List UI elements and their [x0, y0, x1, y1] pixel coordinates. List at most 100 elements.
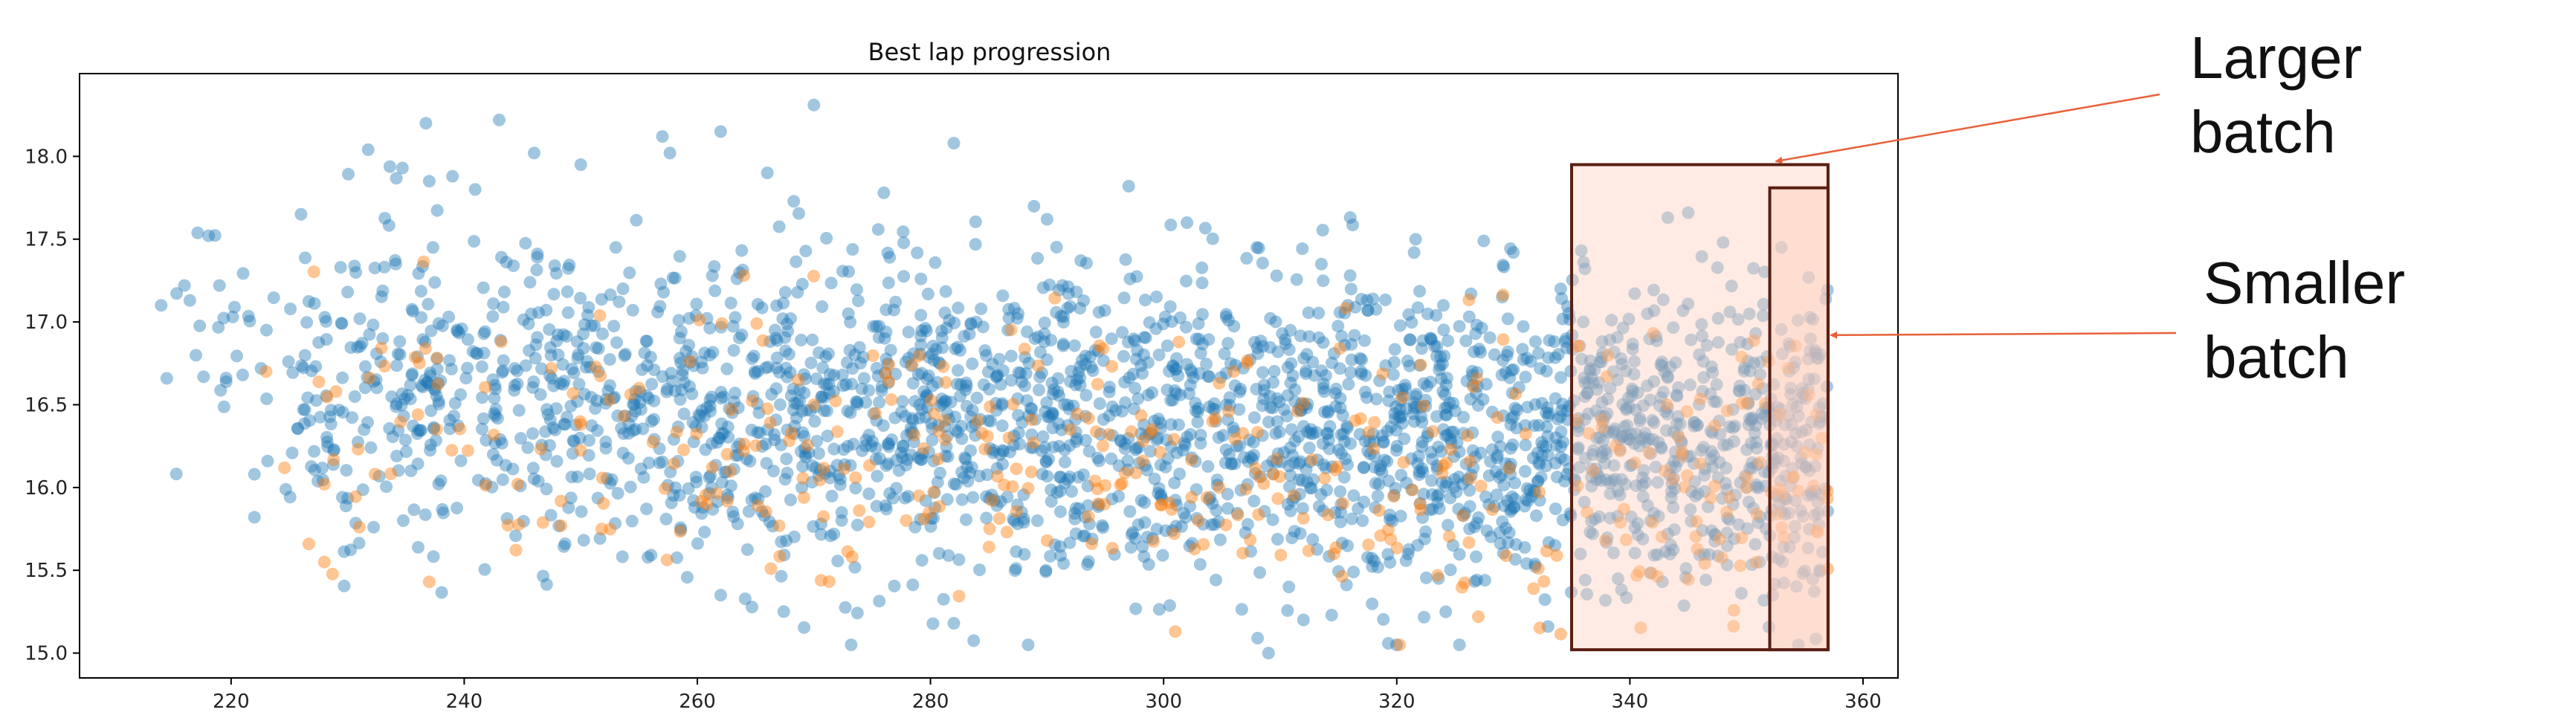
- point-orange: [1644, 566, 1658, 580]
- point-orange: [1000, 526, 1013, 539]
- point-blue: [1679, 562, 1693, 575]
- point-orange: [1571, 479, 1584, 493]
- series-blue-points: [155, 98, 1834, 660]
- point-blue: [668, 384, 682, 398]
- point-blue: [1154, 416, 1167, 430]
- point-blue: [634, 462, 648, 476]
- point-blue: [936, 397, 949, 410]
- point-blue: [1223, 447, 1236, 461]
- point-blue: [1816, 546, 1829, 559]
- point-blue: [809, 400, 822, 413]
- point-blue: [227, 300, 241, 314]
- point-orange: [384, 467, 398, 480]
- point-blue: [540, 303, 553, 317]
- point-blue: [1317, 385, 1331, 398]
- point-blue: [519, 359, 532, 372]
- point-blue: [1387, 355, 1401, 369]
- point-blue: [1152, 348, 1166, 361]
- point-blue: [1262, 647, 1275, 660]
- point-orange: [1219, 518, 1233, 531]
- point-blue: [1803, 464, 1815, 477]
- point-blue: [491, 412, 504, 425]
- point-orange: [422, 575, 436, 589]
- point-blue: [637, 471, 651, 484]
- point-blue: [1076, 468, 1090, 482]
- point-blue: [1650, 334, 1663, 347]
- point-blue: [1002, 303, 1016, 316]
- point-orange: [797, 491, 810, 504]
- point-blue: [651, 306, 665, 319]
- point-blue: [905, 359, 918, 372]
- point-blue: [1652, 436, 1665, 449]
- point-blue: [1297, 420, 1310, 433]
- point-orange: [1010, 462, 1023, 476]
- point-blue: [1322, 404, 1335, 418]
- point-blue: [1535, 449, 1549, 462]
- point-blue: [1191, 405, 1204, 418]
- point-blue: [1388, 407, 1401, 420]
- point-blue: [588, 319, 601, 332]
- point-blue: [1531, 446, 1544, 459]
- point-blue: [1674, 434, 1688, 447]
- point-blue: [1117, 349, 1130, 363]
- point-blue: [1647, 304, 1661, 317]
- point-orange: [445, 444, 459, 457]
- point-blue: [1228, 379, 1242, 392]
- point-blue: [917, 385, 931, 398]
- point-orange: [555, 494, 568, 508]
- point-blue: [1471, 380, 1484, 392]
- point-blue: [767, 465, 780, 478]
- point-blue: [424, 439, 437, 451]
- point-blue: [1044, 549, 1057, 563]
- point-blue: [1409, 233, 1422, 246]
- point-orange: [1381, 523, 1395, 537]
- point-blue: [1418, 610, 1430, 624]
- point-blue: [1555, 425, 1568, 439]
- point-blue: [1219, 308, 1233, 321]
- point-blue: [926, 379, 939, 392]
- point-orange: [1105, 360, 1119, 373]
- point-blue: [434, 474, 448, 488]
- point-blue: [1440, 476, 1453, 489]
- point-blue: [1065, 485, 1078, 498]
- point-blue: [1726, 403, 1740, 416]
- point-blue: [795, 445, 807, 458]
- point-blue: [1361, 304, 1375, 317]
- point-blue: [302, 295, 315, 308]
- point-blue: [802, 446, 816, 459]
- point-blue: [419, 117, 433, 130]
- point-blue: [616, 447, 630, 459]
- point-blue: [674, 392, 687, 406]
- point-blue: [261, 454, 274, 468]
- point-blue: [585, 319, 598, 332]
- point-orange: [932, 453, 945, 466]
- point-blue: [1430, 459, 1444, 473]
- point-blue: [391, 347, 404, 361]
- point-blue: [1257, 384, 1271, 397]
- point-blue: [1368, 555, 1381, 568]
- point-orange: [1274, 470, 1286, 483]
- point-blue: [1769, 414, 1782, 427]
- point-blue: [1656, 385, 1670, 398]
- point-blue: [546, 421, 560, 434]
- point-orange: [783, 434, 796, 447]
- point-blue: [761, 167, 774, 180]
- point-blue: [1338, 306, 1352, 320]
- point-blue: [1468, 575, 1482, 588]
- point-blue: [566, 434, 580, 447]
- point-blue: [1704, 424, 1717, 438]
- point-orange: [1155, 498, 1168, 511]
- point-blue: [316, 462, 329, 475]
- point-blue: [1507, 410, 1520, 423]
- point-blue: [1166, 359, 1180, 372]
- point-blue: [1039, 563, 1053, 577]
- point-blue: [751, 426, 764, 439]
- point-orange: [555, 519, 568, 532]
- point-blue: [1727, 435, 1740, 448]
- point-blue: [1497, 546, 1510, 560]
- point-blue: [784, 389, 798, 402]
- point-blue: [1471, 398, 1485, 412]
- point-orange: [1093, 339, 1106, 352]
- point-blue: [1010, 562, 1023, 575]
- point-blue: [578, 387, 591, 401]
